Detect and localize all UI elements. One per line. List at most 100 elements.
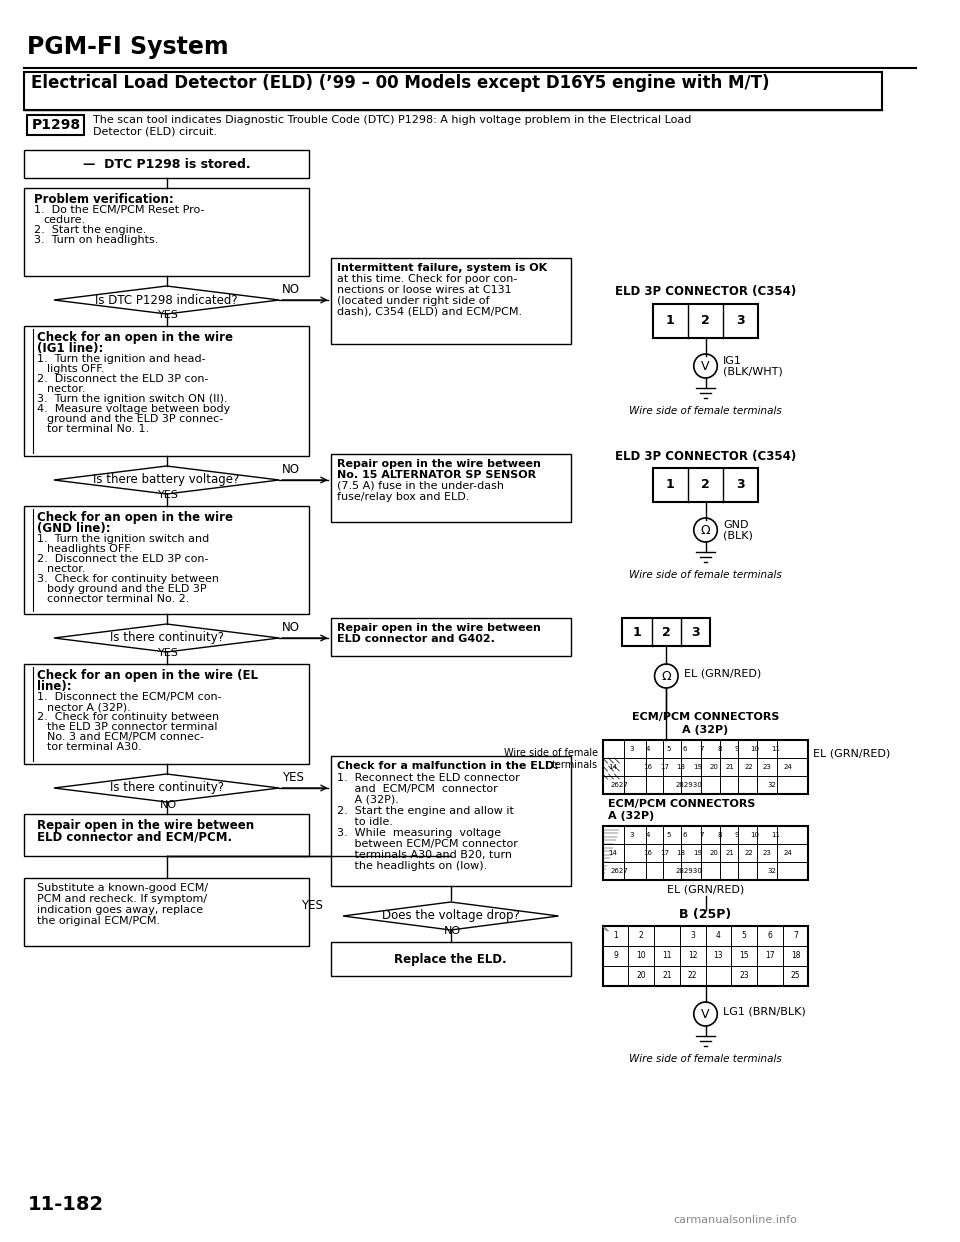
Text: (IG1 line):: (IG1 line): [37, 342, 104, 355]
Text: (located under right side of: (located under right side of [337, 296, 489, 306]
Text: 3: 3 [691, 626, 700, 638]
Text: nector A (32P).: nector A (32P). [47, 702, 131, 712]
Text: 1.  Turn the ignition switch and: 1. Turn the ignition switch and [37, 534, 209, 544]
Text: 11: 11 [771, 746, 780, 751]
Text: Electrical Load Detector (ELD) (’99 – 00 Models except D16Y5 engine with M/T): Electrical Load Detector (ELD) (’99 – 00… [32, 75, 770, 92]
Text: Is there continuity?: Is there continuity? [109, 781, 224, 795]
Text: 5: 5 [742, 932, 747, 940]
Text: (GND line):: (GND line): [37, 522, 110, 535]
Text: Detector (ELD) circuit.: Detector (ELD) circuit. [93, 127, 217, 137]
Text: PCM and recheck. If symptom/: PCM and recheck. If symptom/ [37, 894, 207, 904]
Text: and  ECM/PCM  connector: and ECM/PCM connector [337, 784, 497, 794]
Bar [653, 468, 758, 502]
Text: 13: 13 [713, 951, 723, 960]
Text: Is there continuity?: Is there continuity? [109, 631, 224, 645]
Text: 18: 18 [677, 850, 685, 856]
Text: nector.: nector. [47, 384, 85, 394]
Text: 4: 4 [646, 746, 650, 751]
Text: Check for an open in the wire (EL: Check for an open in the wire (EL [37, 669, 258, 682]
Text: tor terminal No. 1.: tor terminal No. 1. [47, 424, 149, 433]
Text: 24: 24 [783, 764, 792, 770]
Text: 1: 1 [613, 932, 618, 940]
Text: Does the voltage drop?: Does the voltage drop? [382, 909, 519, 923]
Text: Ω: Ω [661, 669, 671, 683]
Text: 8: 8 [718, 746, 722, 751]
Text: 32: 32 [767, 868, 776, 874]
Text: 23: 23 [763, 850, 772, 856]
Text: 18: 18 [791, 951, 801, 960]
Text: 2: 2 [701, 314, 709, 328]
Text: NO: NO [160, 800, 177, 810]
Text: 1: 1 [666, 314, 675, 328]
Text: GND: GND [723, 520, 749, 530]
Text: 15: 15 [739, 951, 749, 960]
Text: 6: 6 [767, 932, 772, 940]
Bar [330, 756, 571, 886]
Text: 3: 3 [629, 746, 634, 751]
Text: 23: 23 [763, 764, 772, 770]
Text: V: V [701, 1007, 709, 1021]
Text: 24: 24 [783, 850, 792, 856]
Text: 20: 20 [709, 764, 718, 770]
Text: Wire side of female terminals: Wire side of female terminals [629, 406, 781, 416]
Text: 11-182: 11-182 [28, 1195, 104, 1213]
Text: 4: 4 [646, 832, 650, 838]
Text: headlights OFF.: headlights OFF. [47, 544, 132, 554]
Text: 3: 3 [629, 832, 634, 838]
Text: 3: 3 [736, 478, 745, 492]
Text: LG1 (BRN/BLK): LG1 (BRN/BLK) [723, 1006, 805, 1016]
Text: the original ECM/PCM.: the original ECM/PCM. [37, 917, 160, 927]
Text: NO: NO [282, 283, 300, 296]
Text: 23: 23 [739, 971, 749, 980]
Text: Check for a malfunction in the ELD:: Check for a malfunction in the ELD: [337, 761, 558, 771]
Text: NO: NO [444, 927, 461, 936]
Text: ELD connector and G402.: ELD connector and G402. [337, 633, 494, 645]
Text: nections or loose wires at C131: nections or loose wires at C131 [337, 284, 512, 296]
Text: body ground and the ELD 3P: body ground and the ELD 3P [47, 584, 206, 594]
Text: ground and the ELD 3P connec-: ground and the ELD 3P connec- [47, 414, 224, 424]
Text: Intermittent failure, system is OK: Intermittent failure, system is OK [337, 263, 546, 273]
Text: 2.  Disconnect the ELD 3P con-: 2. Disconnect the ELD 3P con- [37, 554, 208, 564]
Text: YES: YES [301, 899, 324, 912]
Text: lights OFF.: lights OFF. [47, 364, 105, 374]
Text: Ω: Ω [701, 523, 710, 537]
Text: 3.  Check for continuity between: 3. Check for continuity between [37, 574, 219, 584]
Text: A (32P): A (32P) [683, 725, 729, 735]
Text: 5: 5 [666, 746, 671, 751]
Text: 4: 4 [716, 932, 721, 940]
Text: (BLK): (BLK) [723, 532, 753, 542]
Text: carmanualsonline.info: carmanualsonline.info [673, 1215, 797, 1225]
Text: 9: 9 [613, 951, 618, 960]
Text: 19: 19 [693, 850, 702, 856]
Text: 3: 3 [690, 932, 695, 940]
Text: 3.  Turn the ignition switch ON (II).: 3. Turn the ignition switch ON (II). [37, 394, 228, 404]
Text: ECM/PCM CONNECTORS: ECM/PCM CONNECTORS [632, 712, 780, 722]
Text: Substitute a known-good ECM/: Substitute a known-good ECM/ [37, 883, 208, 893]
Text: ELD 3P CONNECTOR (C354): ELD 3P CONNECTOR (C354) [615, 284, 796, 298]
Text: 3.  Turn on headlights.: 3. Turn on headlights. [35, 235, 158, 245]
Text: EL (GRN/RED): EL (GRN/RED) [667, 886, 744, 895]
Text: V: V [701, 359, 709, 373]
Text: Check for an open in the wire: Check for an open in the wire [37, 332, 233, 344]
Bar [330, 619, 571, 656]
Text: 21: 21 [662, 971, 672, 980]
Text: 14: 14 [609, 764, 617, 770]
Text: 20: 20 [709, 850, 718, 856]
Text: 1.  Disconnect the ECM/PCM con-: 1. Disconnect the ECM/PCM con- [37, 692, 222, 702]
Bar [25, 878, 309, 946]
Text: 18: 18 [677, 764, 685, 770]
Text: 8: 8 [718, 832, 722, 838]
Text: 7: 7 [699, 746, 704, 751]
Text: the headlights on (low).: the headlights on (low). [337, 861, 487, 871]
Text: 282930: 282930 [676, 868, 703, 874]
Text: ELD connector and ECM/PCM.: ELD connector and ECM/PCM. [37, 830, 232, 843]
Text: B (25P): B (25P) [680, 908, 732, 922]
Bar [330, 455, 571, 522]
Text: 7: 7 [699, 832, 704, 838]
Text: 20: 20 [636, 971, 646, 980]
Text: EL (GRN/RED): EL (GRN/RED) [684, 668, 761, 678]
Text: No. 15 ALTERNATOR SP SENSOR: No. 15 ALTERNATOR SP SENSOR [337, 469, 536, 479]
Text: Repair open in the wire between: Repair open in the wire between [37, 818, 254, 832]
Text: to idle.: to idle. [337, 817, 393, 827]
Text: Wire side of female: Wire side of female [504, 748, 598, 758]
